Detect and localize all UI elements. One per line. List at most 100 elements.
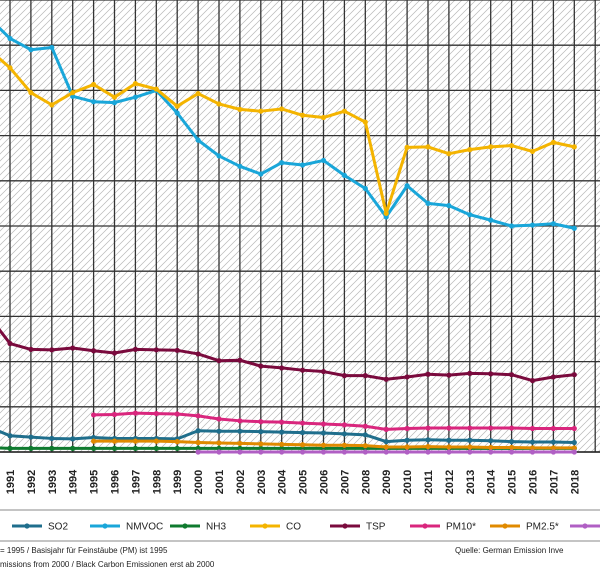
- data-point: [362, 119, 368, 125]
- data-point: [467, 147, 473, 153]
- data-point: [91, 99, 97, 105]
- data-point: [28, 346, 34, 352]
- data-point: [509, 449, 515, 455]
- data-point: [488, 444, 494, 451]
- legend-label: SO2: [48, 522, 68, 533]
- data-point: [91, 412, 97, 418]
- x-tick-label: 2008: [360, 470, 372, 494]
- data-point: [216, 449, 222, 455]
- series-tsp: [0, 328, 577, 384]
- data-point: [132, 410, 138, 416]
- data-point: [383, 214, 389, 220]
- data-point: [362, 185, 368, 192]
- data-point: [49, 347, 55, 353]
- data-point: [237, 106, 243, 112]
- data-point: [216, 445, 222, 451]
- data-point: [132, 445, 138, 451]
- data-point: [237, 449, 243, 455]
- data-point: [446, 372, 452, 378]
- x-tick-label: 2000: [193, 470, 205, 494]
- legend-swatch-marker: [342, 523, 348, 529]
- data-point: [550, 374, 557, 380]
- data-point: [383, 439, 389, 445]
- data-point: [571, 225, 577, 231]
- data-point: [550, 445, 557, 451]
- data-point: [70, 345, 76, 351]
- data-point: [362, 449, 368, 455]
- data-point: [174, 445, 180, 451]
- footnote-black-carbon: missions from 2000 / Black Carbon Emissi…: [0, 560, 215, 569]
- data-point: [258, 108, 264, 114]
- data-point: [111, 411, 118, 418]
- data-point: [341, 172, 347, 178]
- data-point: [279, 445, 285, 451]
- legend-item: NMVOC: [90, 522, 163, 533]
- data-point: [571, 449, 577, 455]
- data-point: [446, 203, 452, 209]
- data-point: [195, 351, 201, 357]
- data-point: [467, 425, 473, 431]
- data-point: [237, 445, 243, 451]
- x-tick-label: 2004: [277, 469, 289, 494]
- data-point: [362, 443, 368, 449]
- data-point: [174, 411, 180, 417]
- data-point: [258, 449, 264, 455]
- x-tick-label: 1994: [68, 469, 80, 494]
- data-point: [258, 441, 264, 447]
- data-point: [509, 444, 515, 451]
- data-point: [49, 435, 55, 442]
- legend-item: TSP: [330, 522, 386, 533]
- data-point: [111, 100, 118, 106]
- legend-label: NMVOC: [126, 522, 163, 533]
- data-point: [362, 373, 368, 379]
- data-point: [571, 445, 577, 451]
- data-point: [28, 445, 34, 451]
- data-point: [488, 449, 494, 455]
- x-tick-label: 1998: [151, 470, 163, 494]
- series-so2: [0, 428, 577, 446]
- data-point: [320, 430, 327, 436]
- x-axis-ticks: 1991 1992 1993 1994 1995 1996 1997 1998 1999 2000…: [5, 469, 581, 494]
- data-point: [467, 449, 473, 455]
- x-tick-label: 2018: [569, 470, 581, 494]
- legend-label: CO: [286, 522, 301, 533]
- x-tick-label: 2006: [319, 470, 331, 494]
- data-point: [279, 429, 285, 435]
- data-point: [174, 110, 180, 116]
- data-point: [467, 212, 473, 218]
- data-point: [550, 439, 557, 445]
- data-point: [7, 65, 13, 71]
- data-point: [488, 144, 494, 150]
- legend-item: PM2.5*: [490, 522, 559, 533]
- data-point: [195, 137, 201, 143]
- data-point: [237, 418, 243, 424]
- data-point: [404, 144, 410, 150]
- data-point: [362, 423, 368, 429]
- x-tick-label: 2014: [486, 469, 498, 494]
- data-point: [153, 347, 159, 353]
- data-point: [216, 428, 222, 434]
- x-tick-label: 2005: [298, 470, 310, 494]
- legend-item: NH3: [170, 522, 226, 533]
- data-point: [404, 444, 410, 450]
- data-point: [153, 86, 159, 92]
- data-point: [258, 445, 264, 451]
- data-point: [300, 112, 306, 118]
- x-tick-label: 2013: [465, 470, 477, 494]
- data-point: [7, 445, 13, 451]
- data-point: [237, 357, 243, 363]
- data-point: [488, 438, 494, 444]
- data-point: [571, 425, 577, 432]
- data-point: [446, 437, 452, 443]
- data-point: [571, 144, 577, 150]
- data-point: [509, 142, 515, 149]
- footnote-base-year: = 1995 / Basisjahr für Feinstäube (PM) i…: [0, 546, 168, 555]
- data-point: [425, 437, 431, 443]
- data-point: [320, 449, 327, 455]
- data-point: [571, 439, 577, 446]
- data-point: [153, 438, 159, 444]
- data-point: [383, 449, 389, 455]
- series-pm10-: [91, 410, 577, 432]
- x-tick-label: 2016: [528, 470, 540, 494]
- x-tick-label: 2017: [548, 470, 560, 494]
